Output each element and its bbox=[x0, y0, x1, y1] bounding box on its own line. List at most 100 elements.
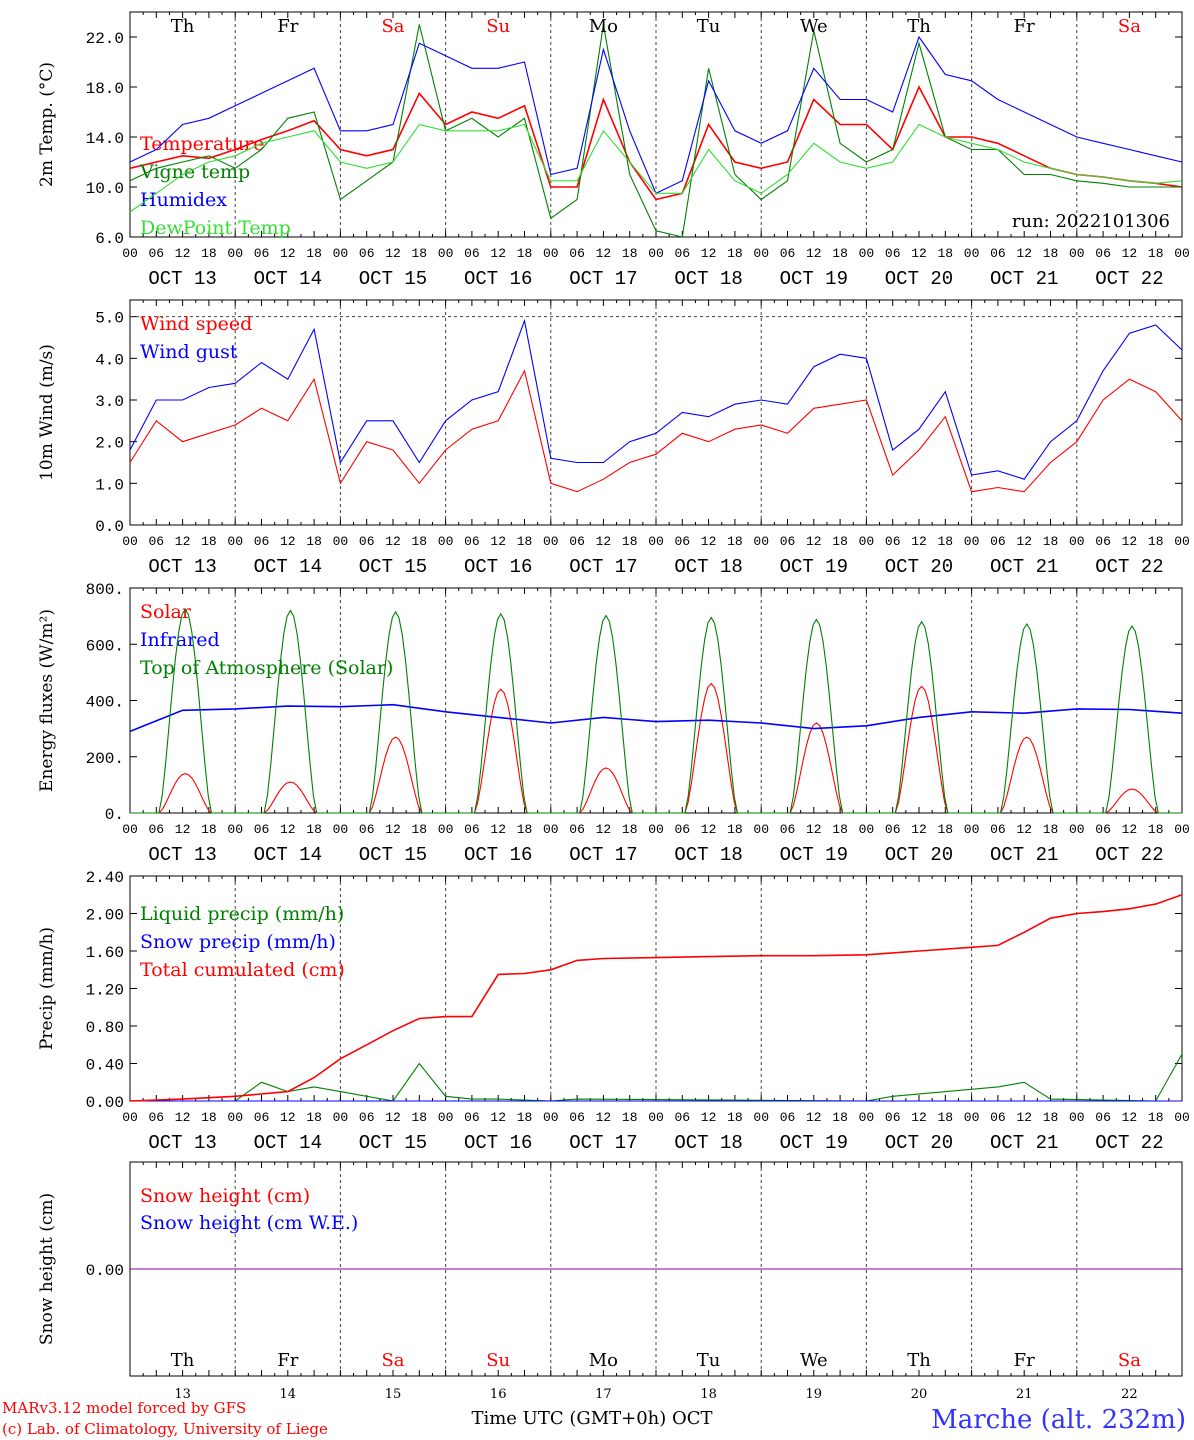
hour-label: 00 bbox=[859, 822, 875, 837]
plot-frame bbox=[129, 11, 1183, 238]
hour-label: 06 bbox=[254, 1110, 270, 1125]
date-label: OCT 17 bbox=[569, 844, 637, 866]
day-name: Mo bbox=[589, 1350, 618, 1371]
hour-label: 06 bbox=[569, 1110, 585, 1125]
hour-label: 00 bbox=[1069, 534, 1085, 549]
date-label: OCT 16 bbox=[464, 1132, 532, 1154]
hour-label: 00 bbox=[438, 1110, 454, 1125]
panel-wind: 0.0 1.0 2.0 3.0 4.0 5.0 10m Wind (m/s) Wind spe… bbox=[37, 299, 1190, 578]
hour-label: 06 bbox=[359, 534, 375, 549]
run-label: run: 2022101306 bbox=[1012, 211, 1170, 232]
hour-label: 06 bbox=[464, 822, 480, 837]
date-label: OCT 17 bbox=[569, 1132, 637, 1154]
date-label: OCT 18 bbox=[674, 268, 742, 290]
hour-label: 06 bbox=[990, 822, 1006, 837]
hour-label: 18 bbox=[1148, 534, 1164, 549]
hour-label: 12 bbox=[1122, 534, 1138, 549]
hour-label: 06 bbox=[254, 822, 270, 837]
hour-label: 18 bbox=[832, 822, 848, 837]
day-number: 13 bbox=[174, 1387, 191, 1402]
date-label: OCT 15 bbox=[359, 1132, 427, 1154]
hour-label: 06 bbox=[674, 822, 690, 837]
date-label: OCT 19 bbox=[780, 556, 848, 578]
y-axis-label: Precip (mm/h) bbox=[37, 927, 57, 1050]
date-label: OCT 14 bbox=[254, 844, 322, 866]
hour-label: 18 bbox=[306, 1110, 322, 1125]
hour-label: 12 bbox=[280, 246, 296, 261]
day-name: We bbox=[800, 16, 828, 37]
hour-label: 00 bbox=[859, 534, 875, 549]
y-tick-label: 200. bbox=[86, 750, 124, 768]
hour-label: 12 bbox=[806, 1110, 822, 1125]
date-label: OCT 19 bbox=[780, 1132, 848, 1154]
hour-label: 06 bbox=[990, 246, 1006, 261]
hour-label: 06 bbox=[674, 534, 690, 549]
hour-label: 00 bbox=[753, 1110, 769, 1125]
date-label: OCT 21 bbox=[990, 268, 1058, 290]
y-tick-label: 0. bbox=[105, 806, 124, 824]
hour-label: 00 bbox=[964, 1110, 980, 1125]
date-label: OCT 18 bbox=[674, 1132, 742, 1154]
legend-entry: Solar bbox=[140, 601, 192, 623]
hour-label: 12 bbox=[280, 534, 296, 549]
hour-label: 06 bbox=[254, 534, 270, 549]
hour-label: 18 bbox=[832, 1110, 848, 1125]
model-credit: MARv3.12 model forced by GFS bbox=[2, 1399, 246, 1417]
hour-label: 12 bbox=[385, 246, 401, 261]
hour-label: 18 bbox=[622, 246, 638, 261]
hour-label: 06 bbox=[674, 1110, 690, 1125]
day-name: Sa bbox=[381, 1350, 404, 1371]
x-axis-title: Time UTC (GMT+0h) OCT bbox=[471, 1408, 712, 1429]
y-tick-label: 0.40 bbox=[86, 1057, 124, 1075]
day-number: 21 bbox=[1016, 1387, 1033, 1402]
hour-label: 00 bbox=[964, 534, 980, 549]
hour-label: 00 bbox=[333, 246, 349, 261]
date-label: OCT 21 bbox=[990, 556, 1058, 578]
hour-label: 06 bbox=[148, 1110, 164, 1125]
lab-credit: (c) Lab. of Climatology, University of L… bbox=[2, 1420, 328, 1438]
hour-label: 18 bbox=[201, 1110, 217, 1125]
hour-label: 00 bbox=[753, 246, 769, 261]
hour-label: 18 bbox=[517, 822, 533, 837]
hour-label: 06 bbox=[780, 1110, 796, 1125]
hour-label: 00 bbox=[333, 534, 349, 549]
y-tick-label: 400. bbox=[86, 694, 124, 712]
hour-label: 12 bbox=[1122, 246, 1138, 261]
hour-label: 12 bbox=[806, 246, 822, 261]
date-label: OCT 16 bbox=[464, 268, 532, 290]
hour-label: 00 bbox=[438, 534, 454, 549]
hour-label: 12 bbox=[1016, 822, 1032, 837]
hour-label: 18 bbox=[1043, 534, 1059, 549]
y-tick-label: 22.0 bbox=[86, 30, 124, 48]
hour-label: 00 bbox=[753, 534, 769, 549]
hour-label: 06 bbox=[254, 246, 270, 261]
hour-label: 18 bbox=[201, 246, 217, 261]
hour-label: 06 bbox=[780, 246, 796, 261]
date-label: OCT 16 bbox=[464, 844, 532, 866]
hour-label: 12 bbox=[175, 822, 191, 837]
day-number: 15 bbox=[385, 1387, 402, 1402]
series-line-1 bbox=[129, 318, 1183, 480]
legend-entry: Wind speed bbox=[140, 313, 252, 335]
hour-label: 00 bbox=[859, 246, 875, 261]
hour-label: 18 bbox=[1148, 246, 1164, 261]
day-name: Th bbox=[171, 16, 195, 37]
station-title: Marche (alt. 232m) bbox=[931, 1405, 1186, 1435]
legend-entry: Temperature bbox=[140, 133, 264, 155]
date-label: OCT 22 bbox=[1095, 844, 1163, 866]
y-tick-label: 600. bbox=[86, 637, 124, 655]
hour-label: 18 bbox=[201, 534, 217, 549]
hour-label: 18 bbox=[517, 246, 533, 261]
hour-label: 12 bbox=[1016, 534, 1032, 549]
hour-label: 06 bbox=[674, 246, 690, 261]
hour-label: 12 bbox=[280, 822, 296, 837]
y-tick-label: 18.0 bbox=[86, 80, 124, 98]
y-tick-label: 1.0 bbox=[95, 476, 124, 494]
date-label: OCT 19 bbox=[780, 268, 848, 290]
legend-entry: Infrared bbox=[140, 629, 220, 651]
hour-label: 12 bbox=[806, 534, 822, 549]
day-name: Mo bbox=[589, 16, 618, 37]
hour-label: 00 bbox=[964, 822, 980, 837]
legend-entry: Snow height (cm W.E.) bbox=[140, 1212, 358, 1234]
